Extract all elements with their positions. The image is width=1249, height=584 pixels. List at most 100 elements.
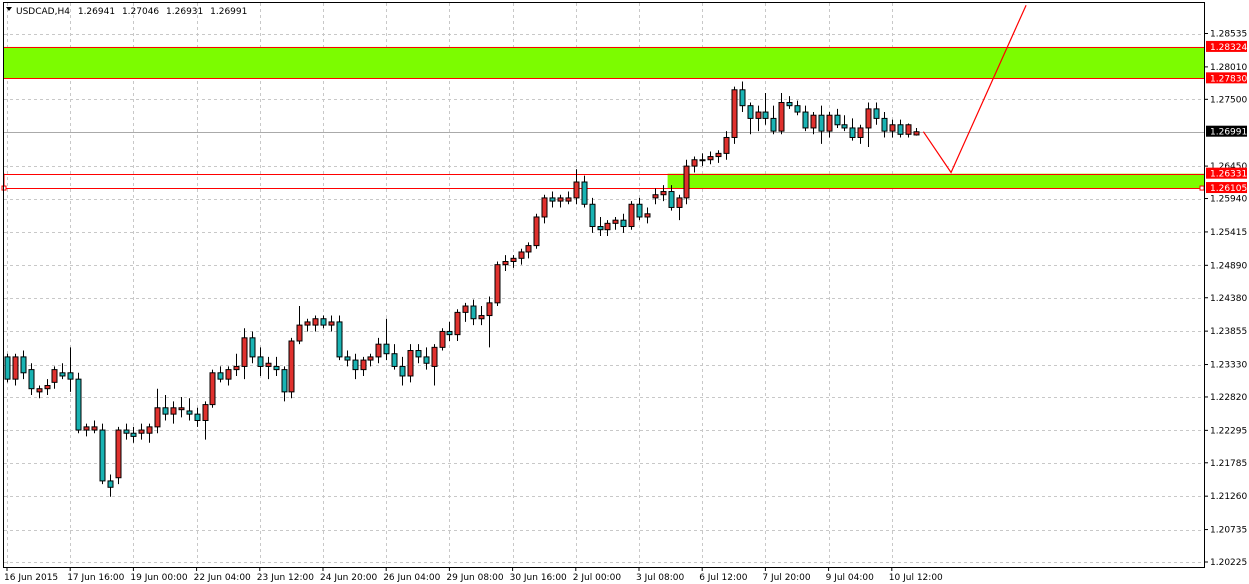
y-tick-label: 1.28010 <box>1210 63 1247 73</box>
candle-body <box>399 365 406 377</box>
level-tag: 1.26331 <box>1210 170 1247 180</box>
y-tick-label: 1.21260 <box>1210 492 1247 502</box>
candle-body <box>407 350 414 377</box>
projection-line <box>922 4 1027 174</box>
candle-body <box>59 372 66 377</box>
grid-lines <box>4 3 1204 567</box>
candle-body <box>44 385 51 390</box>
candle-body <box>20 356 27 374</box>
y-tick-label: 1.20735 <box>1210 526 1247 536</box>
y-axis: 1.28535 1.28010 1.27500 1.26450 1.25940 1.254… <box>1204 30 1247 568</box>
candle-body <box>841 124 848 129</box>
candle-body <box>288 340 295 393</box>
candle-body <box>462 305 469 313</box>
candle-body <box>423 356 430 364</box>
candle-body <box>454 311 461 336</box>
candle-body <box>660 191 667 196</box>
candle-body <box>683 165 690 199</box>
ohlc-open: 1.26941 <box>78 7 115 17</box>
level-tag-bg <box>1206 72 1247 84</box>
level-tag: 1.26105 <box>1210 184 1247 194</box>
zone-anchor <box>1199 185 1205 191</box>
y-tick-label: 1.25415 <box>1210 228 1247 238</box>
x-tick-label: 3 Jul 08:00 <box>636 573 685 583</box>
candle-body <box>755 111 762 119</box>
candle-body <box>162 407 169 415</box>
candle-body <box>494 264 501 304</box>
candle-body <box>439 330 446 348</box>
candle-body <box>344 356 351 361</box>
candle-body <box>786 102 793 107</box>
candle-body <box>241 337 248 367</box>
candle-body <box>470 305 477 320</box>
candle-body <box>676 197 683 208</box>
candle-body <box>383 343 390 355</box>
ohlc-close: 1.26991 <box>210 7 247 17</box>
candle-body <box>731 89 738 138</box>
x-tick-label: 2 Jul 00:00 <box>573 573 622 583</box>
candle-body <box>91 426 98 431</box>
chart-header: USDCAD,H4 1.26941 1.27046 1.26931 1.2699… <box>6 7 247 17</box>
candle-body <box>130 432 137 437</box>
candle-body <box>834 114 841 126</box>
zone-rect <box>4 46 1204 79</box>
level-tag-bg <box>1206 182 1247 194</box>
x-tick-label: 29 Jun 08:00 <box>446 573 503 583</box>
x-axis: 16 Jun 2015 17 Jun 16:00 19 Jun 00:00 22 Ju… <box>4 567 943 583</box>
x-tick-label: 6 Jul 12:00 <box>699 573 748 583</box>
candle-body <box>589 203 596 228</box>
candle-body <box>691 159 698 167</box>
candle-body <box>715 152 722 158</box>
y-tick-label: 1.23855 <box>1210 327 1247 337</box>
candle-body <box>375 343 382 358</box>
x-tick-label: 16 Jun 2015 <box>4 573 58 583</box>
candle-body <box>810 114 817 129</box>
candle-body <box>723 136 730 154</box>
candle-body <box>83 426 90 431</box>
candle-body <box>304 321 311 326</box>
candle-body <box>897 124 904 135</box>
candle-body <box>913 131 920 136</box>
candle-body <box>367 356 374 361</box>
level-tag: 1.28324 <box>1210 43 1247 53</box>
candle-body <box>36 388 43 393</box>
candle-body <box>628 203 635 228</box>
x-tick-label: 17 Jun 16:00 <box>67 573 124 583</box>
zones <box>1 46 1205 191</box>
y-tick-label: 1.22295 <box>1210 426 1247 436</box>
candle-body <box>265 362 272 367</box>
projection <box>922 4 1027 174</box>
candle-body <box>431 346 438 367</box>
dropdown-arrow-icon[interactable] <box>6 7 12 11</box>
level-tag-bg <box>1206 167 1247 179</box>
candle-body <box>217 372 224 380</box>
candle-body <box>802 111 809 129</box>
candle-body <box>818 114 825 132</box>
x-tick-label: 26 Jun 04:00 <box>383 573 440 583</box>
candle-body <box>51 369 58 383</box>
candle-body <box>612 219 619 224</box>
candle-body <box>194 413 201 421</box>
candle-body <box>67 372 74 380</box>
y-tick-label: 1.20225 <box>1210 558 1247 568</box>
candle-body <box>565 197 572 202</box>
current-price-tag: 1.26991 <box>1210 128 1247 138</box>
x-tick-label: 7 Jul 20:00 <box>762 573 811 583</box>
candle-body <box>360 359 367 371</box>
candle-body <box>794 105 801 113</box>
candle-body <box>849 127 856 138</box>
candle-body <box>12 356 19 380</box>
candle-body <box>581 181 588 205</box>
candle-body <box>873 108 880 119</box>
candle-body <box>747 105 754 119</box>
level-tag-bg <box>1206 40 1247 52</box>
candle-body <box>644 213 651 218</box>
candle-body <box>233 365 240 371</box>
candle-body <box>391 353 398 367</box>
y-tick-label: 1.25940 <box>1210 195 1247 205</box>
candle-body <box>4 356 11 380</box>
y-tick-label: 1.24890 <box>1210 261 1247 271</box>
candle-body <box>668 191 675 208</box>
